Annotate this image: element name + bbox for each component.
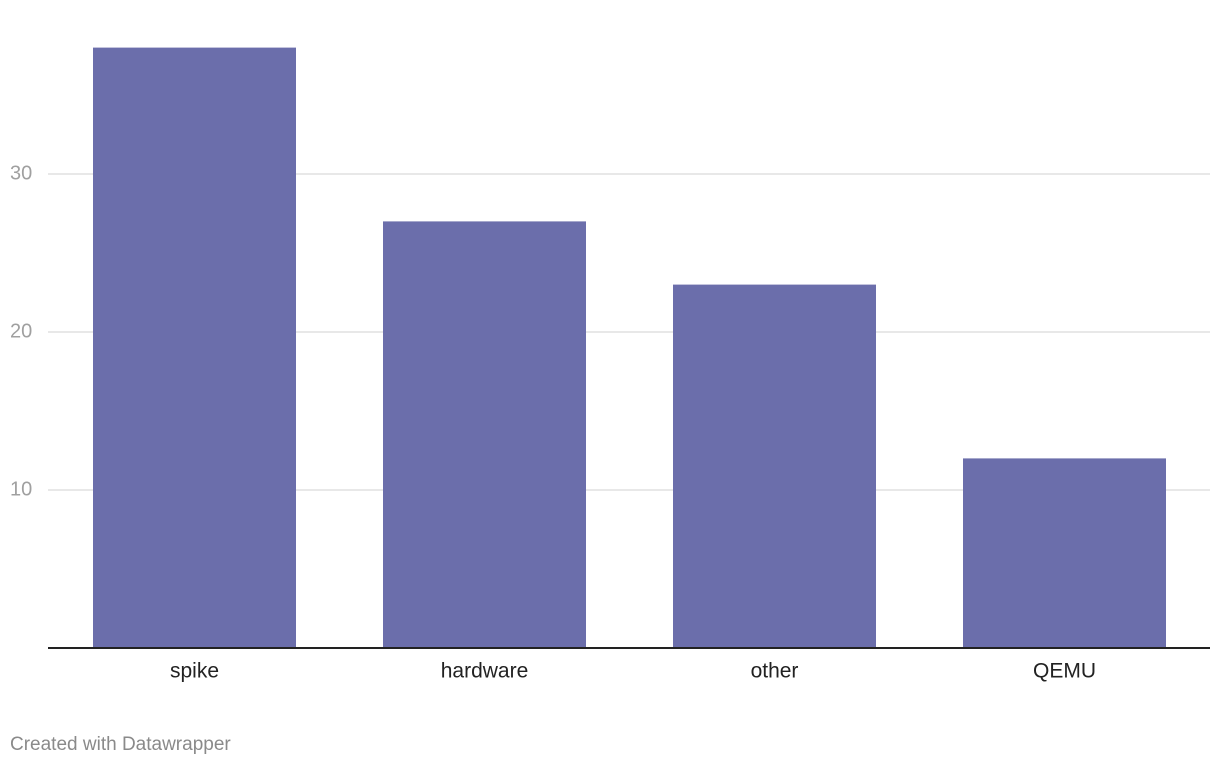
bar	[383, 221, 586, 648]
x-tick-label: QEMU	[1033, 660, 1096, 683]
x-tick-label: spike	[170, 660, 219, 683]
y-tick-label: 20	[10, 320, 32, 342]
bar	[673, 284, 876, 648]
x-tick-label: hardware	[441, 660, 529, 683]
bar	[93, 47, 296, 649]
credit: Created with Datawrapper	[10, 734, 231, 755]
y-tick-label: 10	[10, 478, 32, 500]
x-tick-label: other	[751, 660, 799, 683]
bar	[963, 458, 1166, 648]
y-tick-label: 30	[10, 162, 32, 184]
